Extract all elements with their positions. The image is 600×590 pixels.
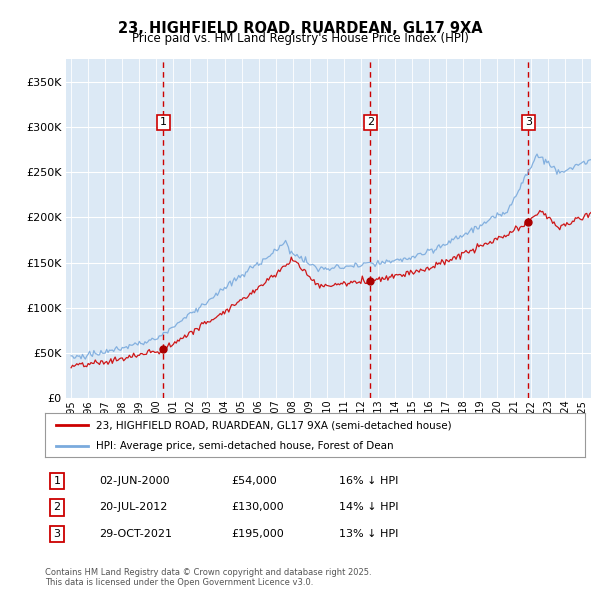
Text: HPI: Average price, semi-detached house, Forest of Dean: HPI: Average price, semi-detached house,… — [96, 441, 394, 451]
Text: 14% ↓ HPI: 14% ↓ HPI — [339, 503, 398, 512]
Text: £130,000: £130,000 — [231, 503, 284, 512]
Text: 2: 2 — [367, 117, 374, 127]
Text: 1: 1 — [53, 476, 61, 486]
Text: 1: 1 — [160, 117, 167, 127]
Text: 3: 3 — [525, 117, 532, 127]
Text: 2: 2 — [53, 503, 61, 512]
Text: 13% ↓ HPI: 13% ↓ HPI — [339, 529, 398, 539]
Text: £195,000: £195,000 — [231, 529, 284, 539]
Text: 16% ↓ HPI: 16% ↓ HPI — [339, 476, 398, 486]
Text: 3: 3 — [53, 529, 61, 539]
Text: Contains HM Land Registry data © Crown copyright and database right 2025.
This d: Contains HM Land Registry data © Crown c… — [45, 568, 371, 587]
Text: £54,000: £54,000 — [231, 476, 277, 486]
Text: 23, HIGHFIELD ROAD, RUARDEAN, GL17 9XA: 23, HIGHFIELD ROAD, RUARDEAN, GL17 9XA — [118, 21, 482, 35]
Text: 23, HIGHFIELD ROAD, RUARDEAN, GL17 9XA (semi-detached house): 23, HIGHFIELD ROAD, RUARDEAN, GL17 9XA (… — [96, 421, 452, 430]
Text: 02-JUN-2000: 02-JUN-2000 — [99, 476, 170, 486]
Text: Price paid vs. HM Land Registry's House Price Index (HPI): Price paid vs. HM Land Registry's House … — [131, 32, 469, 45]
Text: 29-OCT-2021: 29-OCT-2021 — [99, 529, 172, 539]
Text: 20-JUL-2012: 20-JUL-2012 — [99, 503, 167, 512]
